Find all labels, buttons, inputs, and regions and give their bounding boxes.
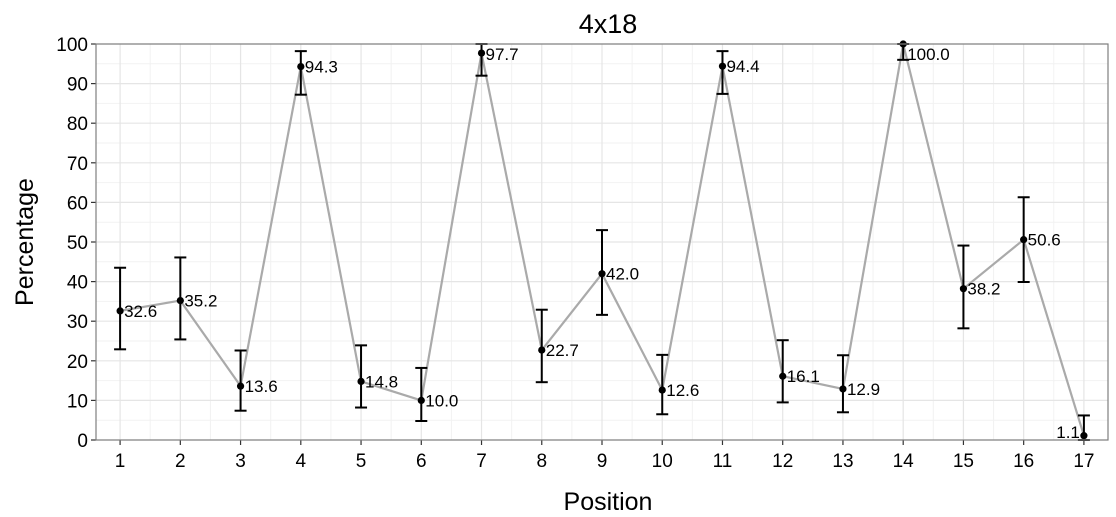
error-bar (716, 50, 729, 95)
data-point (718, 62, 727, 70)
x-tick-label: 4 (296, 451, 307, 472)
data-label: 22.7 (546, 341, 579, 360)
x-tick-label: 11 (713, 451, 733, 472)
x-tick-label: 7 (476, 451, 487, 472)
y-tick-label: 50 (67, 233, 88, 254)
x-tick-label: 13 (832, 451, 853, 472)
data-label: 42.0 (606, 265, 639, 284)
data-label: 13.6 (245, 377, 278, 396)
data-label: 10.0 (425, 391, 458, 410)
data-label: 50.6 (1028, 231, 1061, 250)
data-label: 14.8 (365, 372, 398, 391)
data-label: 35.2 (184, 292, 217, 311)
x-tick-label: 17 (1073, 451, 1094, 472)
data-point (538, 346, 546, 354)
x-tick-label: 8 (536, 451, 547, 472)
y-tick-label: 90 (67, 75, 88, 96)
data-label: 16.1 (787, 367, 820, 386)
data-point (959, 285, 968, 293)
y-tick-label: 30 (67, 312, 88, 333)
data-label: 1.1 (1056, 423, 1080, 442)
data-point (116, 307, 124, 315)
data-point (839, 385, 847, 393)
data-label: 100.0 (907, 45, 950, 64)
data-point (779, 372, 787, 380)
y-tick-label: 20 (67, 352, 88, 373)
x-tick-label: 5 (356, 451, 367, 472)
x-tick-label: 16 (1013, 451, 1034, 472)
data-label: 94.3 (305, 58, 338, 77)
y-tick-label: 40 (67, 273, 88, 294)
y-axis-title: Percentage (11, 178, 39, 306)
error-bar (355, 344, 368, 409)
error-bar (535, 308, 548, 384)
x-tick-label: 14 (893, 451, 915, 472)
y-tick-label: 10 (67, 391, 88, 412)
y-tick-label: 100 (56, 35, 88, 56)
x-tick-label: 9 (597, 451, 608, 472)
error-bar (294, 50, 307, 96)
data-point (1020, 236, 1028, 244)
data-label: 12.6 (666, 381, 699, 400)
data-point (176, 297, 184, 305)
data-label: 94.4 (726, 57, 759, 76)
data-point (236, 382, 245, 390)
data-point (658, 386, 666, 394)
error-bar (415, 366, 428, 422)
data-label: 97.7 (486, 45, 519, 64)
data-point (598, 270, 606, 278)
data-point (417, 396, 425, 404)
y-tick-label: 70 (67, 154, 88, 175)
x-axis-title: Position (564, 488, 653, 516)
data-label: 38.2 (967, 280, 1000, 299)
x-tick-label: 10 (652, 451, 673, 472)
chart-title: 4x18 (579, 9, 638, 39)
data-label: 12.9 (847, 380, 880, 399)
x-tick-label: 2 (175, 451, 186, 472)
x-tick-label: 6 (416, 451, 427, 472)
data-point (477, 49, 486, 57)
x-tick-label: 12 (772, 451, 793, 472)
error-bar (234, 349, 247, 412)
data-point (297, 62, 305, 71)
error-bar (836, 354, 849, 414)
data-point (357, 377, 365, 385)
y-tick-label: 0 (77, 431, 88, 452)
y-tick-label: 80 (67, 114, 88, 135)
y-tick-label: 60 (67, 193, 88, 214)
plot-border (95, 43, 1109, 441)
data-point (1080, 432, 1088, 440)
data-label: 32.6 (124, 302, 157, 321)
x-tick-label: 1 (115, 451, 126, 472)
error-bar (656, 353, 669, 416)
x-tick-label: 3 (235, 451, 246, 472)
x-tick-label: 15 (953, 451, 974, 472)
error-bar (776, 339, 789, 404)
